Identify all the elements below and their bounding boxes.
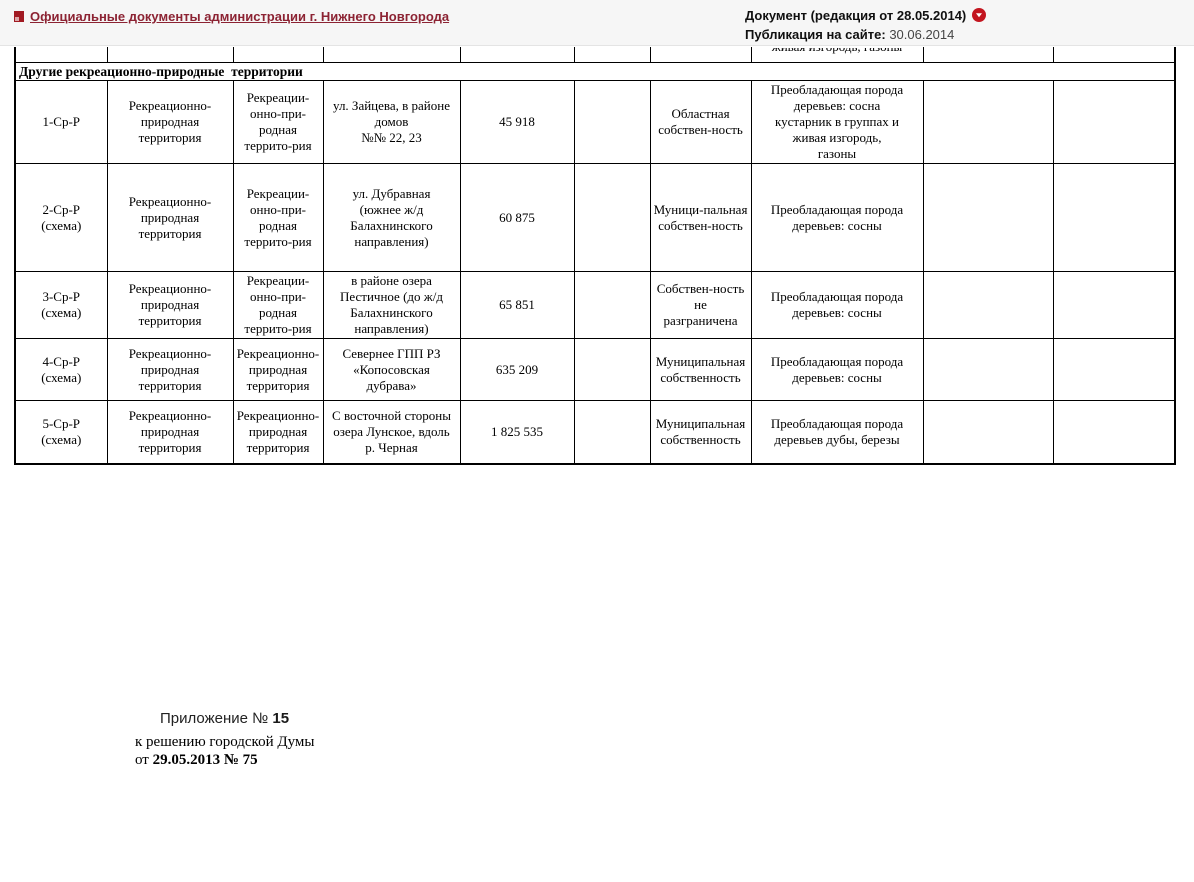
- table-cell: [649, 47, 752, 63]
- table-cell: Рекреационно- природная территория: [106, 338, 234, 401]
- table-cell: [573, 80, 651, 164]
- table-cell: [922, 338, 1054, 401]
- table-cell: [573, 47, 651, 63]
- table-cell: [922, 163, 1054, 272]
- table-cell: [1052, 47, 1176, 63]
- table-cell: [14, 47, 108, 63]
- appendix-date-prefix: от: [135, 752, 153, 768]
- table-cell: 1-Ср-Р: [14, 80, 108, 164]
- table-cell: Рекреационно- природная территория: [106, 400, 234, 464]
- appendix-date-line: от 29.05.2013 № 75: [135, 752, 258, 769]
- table-cell: Рекреационно- природная территория: [232, 338, 324, 401]
- table-cell: [1052, 400, 1176, 464]
- table-cell: [106, 47, 234, 63]
- table-cell: Муници-пальная собствен-ность: [649, 163, 752, 272]
- table-cell: [459, 47, 575, 63]
- table-cell: 3-Ср-Р (схема): [14, 271, 108, 339]
- table-cell: Преобладающая порода деревьев дубы, бере…: [750, 400, 924, 464]
- table-cell: 65 851: [459, 271, 575, 339]
- table-cell: Рекреационно- природная территория: [106, 80, 234, 164]
- table-cell: Рекреации- онно-при- родная террито-рия: [232, 80, 324, 164]
- section-header-cell: Другие рекреационно-природные территории: [14, 62, 1176, 81]
- section-header-row: Другие рекреационно-природные территории: [14, 62, 1176, 81]
- table-cell: 635 209: [459, 338, 575, 401]
- table-cell: в районе озера Пестичное (до ж/д Балахни…: [322, 271, 461, 339]
- document-revision-label: Документ (редакция от 28.05.2014): [745, 8, 987, 25]
- table-cell: [922, 400, 1054, 464]
- table-cell: [922, 47, 1054, 63]
- table-cell: Муниципальная собственность: [649, 400, 752, 464]
- table-cell: живая изгородь, газоны: [750, 47, 924, 63]
- table-cell: [1052, 271, 1176, 339]
- appendix-title-text: Приложение №: [160, 710, 273, 727]
- table-cell: Рекреации- онно-при- родная террито-рия: [232, 271, 324, 339]
- expand-revisions-icon[interactable]: [972, 8, 987, 25]
- table-cell: [232, 47, 324, 63]
- table-cell: [1052, 338, 1176, 401]
- publication-date: 30.06.2014: [889, 27, 955, 42]
- publication-label: Публикация на сайте:: [745, 27, 886, 42]
- table-cell: Рекреационно- природная территория: [232, 400, 324, 464]
- table-cell: Рекреационно- природная территория: [106, 163, 234, 272]
- table-cell: С восточной стороны озера Лунское, вдоль…: [322, 400, 461, 464]
- publication-line: Публикация на сайте: 30.06.2014: [745, 27, 954, 42]
- appendix-number: 15: [272, 710, 290, 727]
- table-cell: [573, 400, 651, 464]
- table-row: 2-Ср-Р (схема) Рекреационно- природная т…: [14, 163, 1176, 272]
- table-cell: [573, 163, 651, 272]
- appendix-date-number: 29.05.2013 № 75: [152, 752, 258, 768]
- table-cell: ул. Дубравная (южнее ж/д Балахнинского н…: [322, 163, 461, 272]
- table-cell: [1052, 163, 1176, 272]
- table-cell: Преобладающая порода деревьев: сосна кус…: [750, 80, 924, 164]
- appendix-subtitle: к решению городской Думы: [135, 734, 315, 750]
- table-cell: ул. Зайцева, в районе домов №№ 22, 23: [322, 80, 461, 164]
- table-cell: 45 918: [459, 80, 575, 164]
- territories-table: живая изгородь, газоны Другие рекреацион…: [14, 47, 1176, 465]
- clipped-text: живая изгородь, газоны: [754, 48, 921, 55]
- clipped-previous-row: живая изгородь, газоны: [14, 47, 1176, 63]
- table-cell: 2-Ср-Р (схема): [14, 163, 108, 272]
- table-cell: [573, 338, 651, 401]
- table-cell: Преобладающая порода деревьев: сосны: [750, 338, 924, 401]
- table-cell: 5-Ср-Р (схема): [14, 400, 108, 464]
- table-cell: Собствен-ность не разграничена: [649, 271, 752, 339]
- table-row: 4-Ср-Р (схема) Рекреационно- природная т…: [14, 338, 1176, 401]
- document-flag-icon: [14, 11, 24, 22]
- table-cell: 60 875: [459, 163, 575, 272]
- table-cell: Рекреационно- природная территория: [106, 271, 234, 339]
- table-cell: [573, 271, 651, 339]
- table-cell: [922, 80, 1054, 164]
- table-cell: Севернее ГПП РЗ «Копосовская дубрава»: [322, 338, 461, 401]
- table-cell: Преобладающая порода деревьев: сосны: [750, 163, 924, 272]
- table-cell: Рекреации- онно-при- родная террито-рия: [232, 163, 324, 272]
- table-cell: [322, 47, 461, 63]
- table-cell: [1052, 80, 1176, 164]
- table-cell: Муниципальная собственность: [649, 338, 752, 401]
- document-revision-text: Документ (редакция от 28.05.2014): [745, 8, 967, 23]
- table-cell: [922, 271, 1054, 339]
- table-row: 1-Ср-Р Рекреационно- природная территори…: [14, 80, 1176, 164]
- table-row: 3-Ср-Р (схема) Рекреационно- природная т…: [14, 271, 1176, 339]
- table-cell: Преобладающая порода деревьев: сосны: [750, 271, 924, 339]
- top-header-bar: Официальные документы администрации г. Н…: [0, 0, 1194, 46]
- table-cell: 4-Ср-Р (схема): [14, 338, 108, 401]
- table-row: 5-Ср-Р (схема) Рекреационно- природная т…: [14, 400, 1176, 464]
- appendix-title: Приложение № 15: [160, 710, 289, 727]
- table-cell: 1 825 535: [459, 400, 575, 464]
- official-documents-link[interactable]: Официальные документы администрации г. Н…: [30, 9, 450, 24]
- table-cell: Областная собствен-ность: [649, 80, 752, 164]
